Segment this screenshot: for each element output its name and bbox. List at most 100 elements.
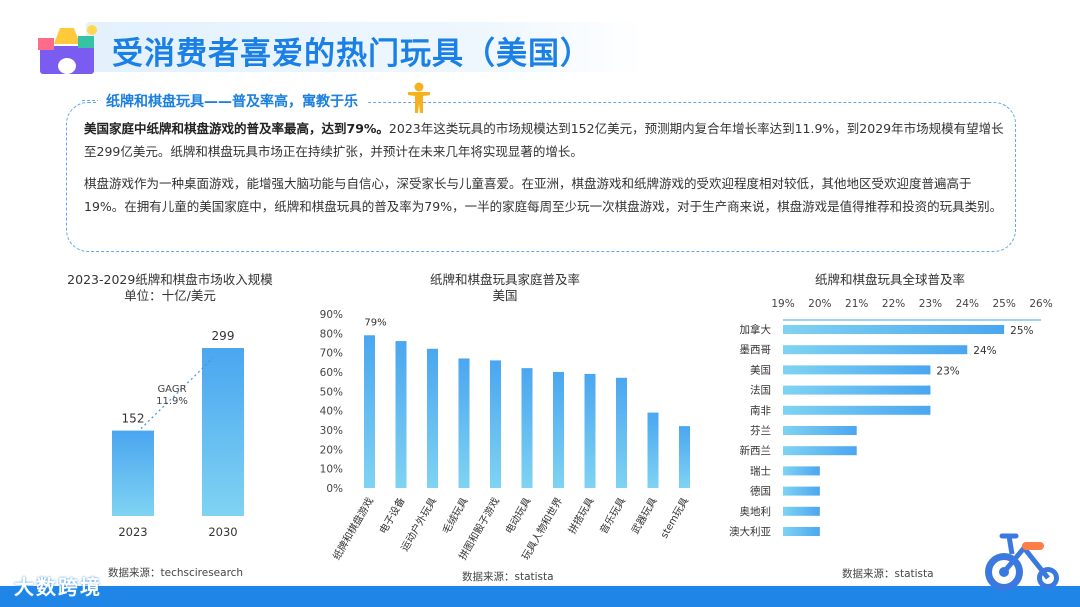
y-tick-label: 法国	[750, 384, 771, 397]
x-tick-label: 20%	[808, 298, 831, 310]
intro-section-title: 纸牌和棋盘玩具——普及率高，寓教于乐	[98, 91, 366, 111]
y-tick-label: 新西兰	[740, 444, 772, 457]
x-tick-label: 2023	[118, 525, 147, 539]
bar-美国	[783, 365, 931, 375]
y-tick-label: 80%	[320, 328, 343, 340]
y-tick-label: 70%	[320, 348, 343, 360]
bar-拼图和骰子游戏	[490, 360, 501, 488]
x-tick-label: 26%	[1029, 298, 1052, 310]
x-tick-label: 21%	[845, 298, 868, 310]
y-tick-label: 德国	[750, 485, 771, 498]
chart1-title-block: 2023-2029纸牌和棋盘市场收入规模 单位：十亿/美元	[60, 272, 280, 304]
bar-value-label: 23%	[936, 365, 959, 377]
bar-value-label: 299	[212, 329, 235, 343]
bar-2030	[202, 348, 244, 516]
bar-纸牌和棋盘游戏	[364, 335, 375, 488]
y-tick-label: 50%	[320, 386, 343, 398]
x-tick-label: 纸牌和棋盘游戏	[330, 495, 376, 562]
tricycle-icon	[985, 533, 1059, 591]
intro-paragraph-2: 棋盘游戏作为一种桌面游戏，能增强大脑功能与自信心，深受家长与儿童喜爱。在亚洲，棋…	[84, 176, 1003, 214]
y-tick-label: 南非	[750, 404, 771, 417]
x-tick-label: 音乐玩具	[597, 495, 628, 536]
chart2-source: 数据来源：statista	[462, 571, 554, 583]
person-icon	[408, 82, 430, 113]
cagr-label: GAGR	[157, 384, 186, 395]
intro-paragraph-1: 美国家庭中纸牌和棋盘游戏的普及率最高，达到79%。2023年这类玩具的市场规模达…	[84, 117, 1004, 163]
chart3-source: 数据来源：statista	[842, 568, 934, 580]
bar-value-label: 79%	[364, 317, 386, 328]
x-tick-label: 23%	[919, 298, 942, 310]
chart1-source: 数据来源：techsciresearch	[108, 567, 244, 579]
y-tick-label: 30%	[320, 425, 343, 437]
y-tick-label: 瑞士	[750, 464, 771, 477]
y-tick-label: 美国	[750, 363, 771, 376]
bar-stem玩具	[679, 426, 690, 488]
footer-bar	[0, 586, 1080, 607]
bar-新西兰	[783, 446, 857, 456]
y-tick-label: 20%	[320, 444, 343, 456]
chart3-title-block: 纸牌和棋盘玩具全球普及率	[780, 272, 1000, 288]
bar-毛绒玩具	[458, 358, 470, 488]
page-title: 受消费者喜爱的热门玩具（美国）	[112, 36, 592, 72]
brand-watermark: 大数跨境	[14, 575, 102, 599]
intro-highlight: 美国家庭中纸牌和棋盘游戏的普及率最高，达到79%。	[84, 121, 389, 136]
x-tick-label: 19%	[771, 298, 794, 310]
bar-瑞士	[783, 466, 820, 476]
bar-武器玩具	[647, 412, 659, 488]
y-tick-label: 芬兰	[750, 424, 771, 437]
y-tick-label: 10%	[320, 464, 343, 476]
bar-玩具人物和世界	[553, 372, 564, 488]
y-tick-label: 60%	[320, 367, 343, 379]
x-tick-label: 电子设备	[376, 495, 407, 536]
bar-音乐玩具	[616, 377, 627, 488]
box-title-dash	[82, 100, 100, 101]
x-tick-label: 25%	[992, 298, 1015, 310]
x-tick-label: stem玩具	[658, 496, 691, 541]
title-background	[86, 22, 646, 72]
bar-墨西哥	[783, 345, 968, 355]
bar-澳大利亚	[783, 527, 820, 536]
bar-南非	[783, 405, 931, 415]
bar-加拿大	[783, 325, 1005, 334]
y-tick-label: 40%	[320, 406, 343, 418]
x-tick-label: 武器玩具	[628, 495, 659, 536]
bar-奥地利	[783, 506, 820, 516]
chart3-title: 纸牌和棋盘玩具全球普及率	[814, 272, 965, 287]
bar-电子设备	[395, 341, 407, 488]
x-tick-label: 拼搭玩具	[565, 495, 596, 536]
x-tick-label: 毛绒玩具	[439, 495, 470, 536]
chart2-title-block: 纸牌和棋盘玩具家庭普及率 美国	[385, 272, 625, 304]
y-tick-label: 奥地利	[740, 505, 772, 518]
bar-电动玩具	[521, 368, 533, 488]
bar-2023	[112, 430, 154, 516]
bar-拼搭玩具	[584, 373, 596, 488]
x-tick-label: 2030	[208, 525, 237, 539]
y-tick-label: 0%	[326, 483, 343, 495]
intro-box	[66, 102, 1016, 252]
y-tick-label: 澳大利亚	[729, 525, 771, 538]
chart1-title: 2023-2029纸牌和棋盘市场收入规模	[67, 272, 273, 287]
chart1-subtitle: 单位：十亿/美元	[124, 288, 216, 303]
x-tick-label: 24%	[956, 298, 979, 310]
toy-blocks-logo-icon	[38, 25, 97, 74]
bar-德国	[783, 486, 820, 496]
cagr-value: 11.9%	[156, 396, 188, 407]
bar-法国	[783, 385, 931, 395]
chart2-subtitle: 美国	[492, 288, 518, 303]
bar-value-label: 24%	[973, 345, 996, 357]
intro-paragraph-1-text: 2023年这类玩具的市场规模达到152亿美元，预测期内复合年增长率达到11.9%…	[84, 121, 1004, 159]
x-tick-label: 电动玩具	[502, 495, 533, 536]
x-tick-label: 22%	[882, 298, 905, 310]
bar-value-label: 25%	[1010, 325, 1033, 337]
growth-trend-line	[140, 357, 214, 430]
y-tick-label: 90%	[320, 309, 343, 321]
y-tick-label: 加拿大	[740, 323, 772, 336]
chart2-title: 纸牌和棋盘玩具家庭普及率	[429, 272, 580, 287]
bar-运动户外玩具	[427, 348, 438, 488]
bar-芬兰	[783, 426, 857, 435]
global-penetration-chart: 19% 20% 21% 22% 23% 24% 25% 26% 加拿大 25% 墨西哥 24% 美国 23…	[729, 298, 1053, 538]
y-tick-label: 墨西哥	[740, 344, 772, 356]
household-penetration-chart: 0% 10% 20% 30% 40% 50% 60% 70% 80% 90% 纸牌和棋盘游戏 电子设备…	[320, 309, 691, 562]
bar-value-label: 152	[122, 412, 145, 426]
